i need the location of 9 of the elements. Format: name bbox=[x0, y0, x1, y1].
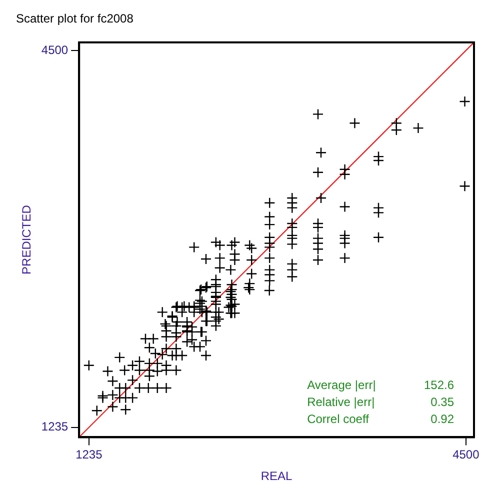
x-axis-title: REAL bbox=[260, 469, 293, 484]
annotation: 152.6 bbox=[424, 378, 454, 392]
chart-title: Scatter plot for fc2008 bbox=[16, 12, 134, 26]
y-axis-title: PREDICTED bbox=[20, 204, 34, 274]
annotation: Relative |err| bbox=[307, 395, 375, 410]
annotation: 0.92 bbox=[430, 412, 454, 426]
annotation: Average |err| bbox=[307, 378, 376, 392]
annotation: 0.35 bbox=[430, 395, 454, 410]
annotation: Correl coeff bbox=[307, 412, 370, 426]
